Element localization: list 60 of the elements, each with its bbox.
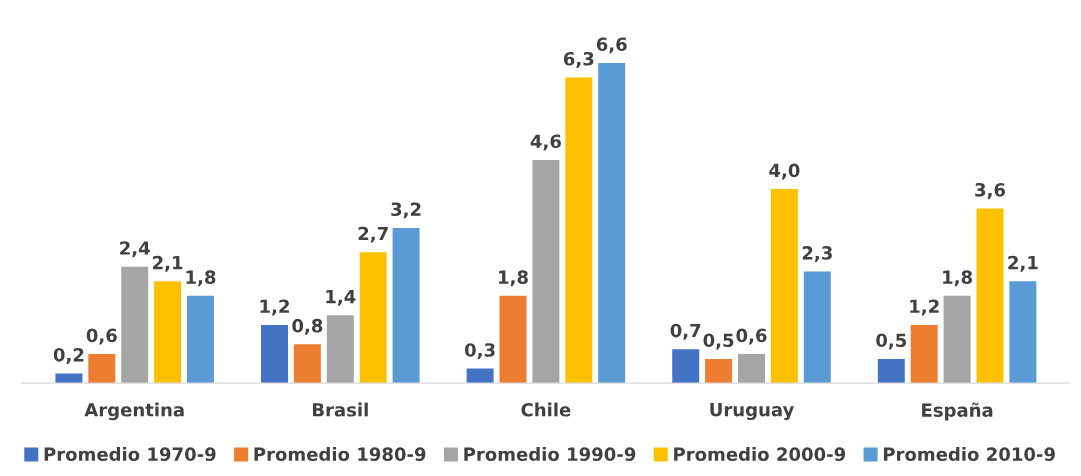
bar: [705, 358, 733, 384]
data-label: 6,6: [596, 37, 627, 54]
data-label: 0,6: [86, 328, 117, 345]
bar: [877, 358, 905, 384]
data-label: 0,2: [53, 347, 84, 364]
x-tick-label: Brasil: [312, 402, 368, 417]
data-label: 0,6: [736, 328, 767, 345]
bar: [326, 315, 354, 384]
bar: [910, 324, 938, 384]
data-label: 2,1: [1008, 255, 1038, 272]
data-label: 2,1: [153, 255, 183, 272]
bar: [392, 227, 420, 384]
data-label: 1,8: [186, 270, 216, 287]
data-label: 0,5: [703, 333, 734, 350]
legend-label: Promedio 1990-9: [464, 447, 636, 462]
x-tick-label: Argentina: [84, 402, 184, 421]
bar: [803, 271, 831, 384]
bar: [154, 281, 182, 384]
bar: [187, 295, 214, 384]
legend-label: Promedio 2010-9: [883, 447, 1055, 462]
bar: [293, 344, 321, 384]
data-label: 1,8: [943, 270, 972, 287]
data-label: 0,3: [464, 343, 495, 360]
data-label: 1,2: [260, 299, 289, 316]
bar: [261, 324, 288, 384]
data-label: 1,2: [910, 299, 939, 316]
bar: [976, 208, 1004, 384]
legend-label: Promedio 2000-9: [674, 447, 846, 462]
bar: [672, 349, 700, 384]
data-label: 0,7: [670, 323, 701, 340]
bar: [121, 266, 149, 384]
data-label: 2,7: [358, 226, 388, 243]
bar: [1009, 281, 1037, 384]
data-label: 4,6: [530, 134, 561, 151]
data-label: 3,2: [391, 202, 421, 219]
bar: [55, 373, 83, 384]
data-label: 3,6: [975, 182, 1006, 199]
data-label: 1,4: [326, 289, 356, 306]
bar: [532, 159, 560, 384]
bar: [466, 368, 494, 384]
data-label: 4,0: [769, 163, 800, 180]
bar: [359, 252, 387, 384]
bar: [738, 354, 765, 384]
x-tick-label: Chile: [521, 402, 571, 417]
data-label: 0,8: [292, 318, 323, 335]
data-label: 2,3: [802, 246, 832, 263]
legend-label: Promedio 1970-9: [44, 447, 216, 462]
bar: [943, 295, 971, 384]
bar: [499, 295, 527, 384]
legend-label: Promedio 1980-9: [254, 447, 426, 462]
x-tick-label: Uruguay: [710, 403, 794, 421]
bar: [770, 189, 798, 384]
bar: [598, 62, 626, 384]
data-label: 6,3: [563, 51, 594, 68]
x-tick-label: España: [922, 402, 993, 421]
data-label: 1,8: [499, 270, 528, 287]
bar: [88, 354, 116, 384]
data-label: 0,5: [876, 333, 907, 350]
data-label: 2,4: [120, 241, 150, 258]
bar: [565, 77, 593, 384]
